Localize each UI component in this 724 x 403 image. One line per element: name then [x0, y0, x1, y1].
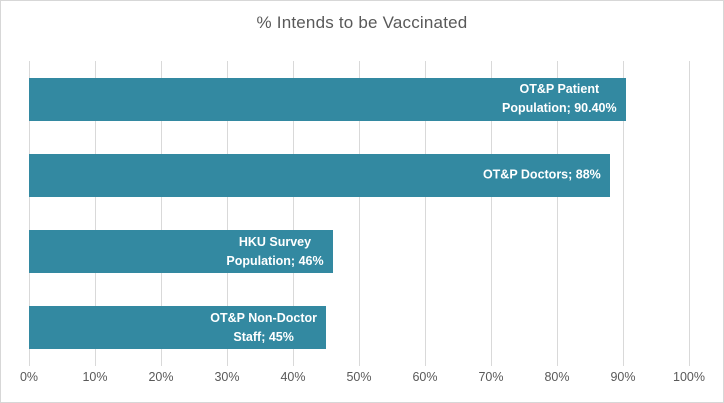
- gridline: [161, 61, 162, 366]
- gridline: [491, 61, 492, 366]
- x-tick-label: 100%: [673, 370, 705, 384]
- x-tick-label: 60%: [412, 370, 438, 384]
- gridline: [557, 61, 558, 366]
- x-tick-label: 90%: [610, 370, 636, 384]
- x-tick-label: 40%: [280, 370, 306, 384]
- gridline: [359, 61, 360, 366]
- gridline: [29, 61, 30, 366]
- bar-hku-survey-population: HKU Survey Population; 46%: [29, 230, 333, 274]
- gridline: [95, 61, 96, 366]
- bar-data-label: HKU Survey Population; 46%: [226, 234, 324, 268]
- bar-data-label: OT&P Non-Doctor Staff; 45%: [210, 310, 317, 344]
- x-tick-label: 0%: [19, 370, 39, 384]
- plot-area: OT&P Patient Population; 90.40% OT&P Docto…: [29, 61, 690, 366]
- chart-title: % Intends to be Vaccinated: [256, 13, 468, 32]
- x-tick-label: 30%: [214, 370, 240, 384]
- bar-data-label: OT&P Doctors; 88%: [482, 167, 601, 182]
- x-axis: 0% 10% 20% 30% 40% 50% 60% 70% 80% 90% 100%: [20, 370, 705, 386]
- gridline: [689, 61, 690, 366]
- x-tick-label: 50%: [346, 370, 372, 384]
- gridline: [293, 61, 294, 366]
- gridline: [623, 61, 624, 366]
- gridline: [227, 61, 228, 366]
- x-tick-label: 20%: [148, 370, 174, 384]
- bar-ot-p-patient-population: OT&P Patient Population; 90.40%: [29, 77, 626, 121]
- x-tick-label: 70%: [478, 370, 504, 384]
- x-tick-label: 10%: [82, 370, 108, 384]
- bar-ot-p-doctors: OT&P Doctors; 88%: [29, 153, 610, 197]
- bar-data-label: OT&P Patient Population; 90.40%: [502, 82, 617, 116]
- x-tick-label: 80%: [544, 370, 570, 384]
- gridline: [425, 61, 426, 366]
- bar-ot-p-non-doctor-staff: OT&P Non-Doctor Staff; 45%: [29, 306, 326, 350]
